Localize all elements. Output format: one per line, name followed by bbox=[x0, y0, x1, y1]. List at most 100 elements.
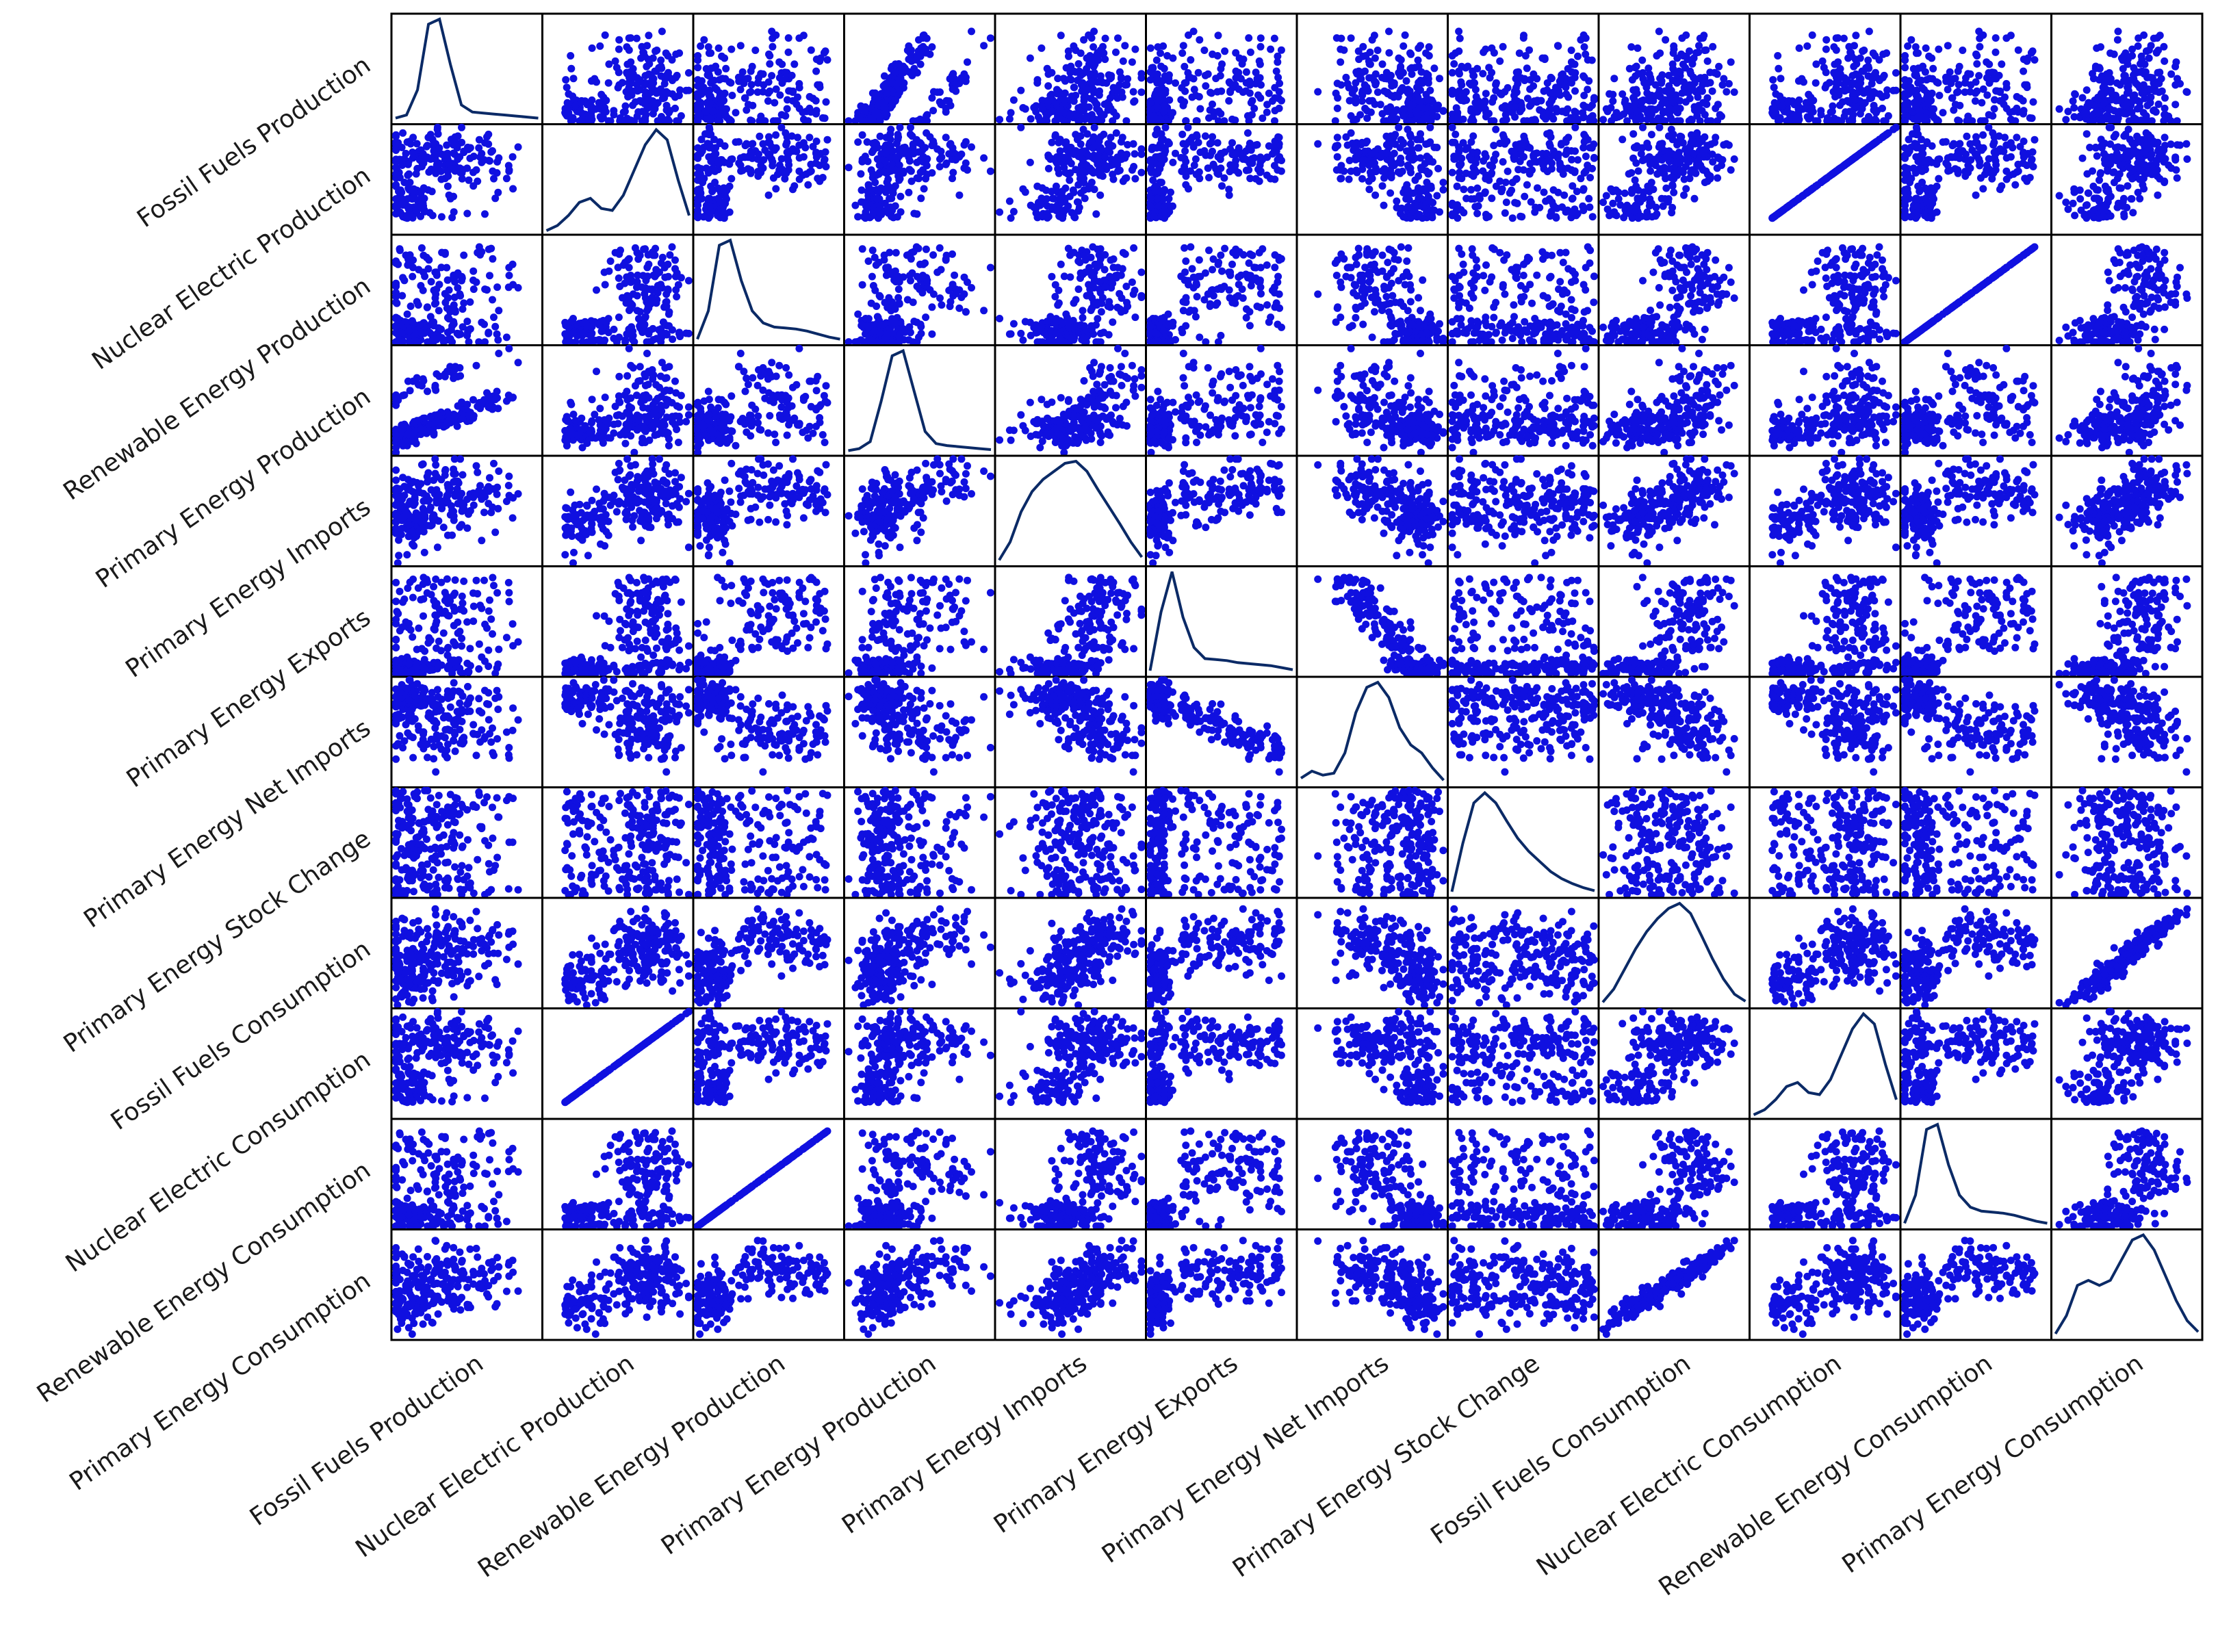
scatter-point bbox=[1619, 90, 1626, 98]
scatter-point bbox=[1784, 99, 1792, 107]
scatter-point bbox=[641, 114, 649, 122]
scatter-point bbox=[1627, 43, 1635, 51]
scatter-point bbox=[1922, 44, 1930, 52]
scatter-point bbox=[1154, 43, 1161, 51]
scatter-point bbox=[812, 110, 820, 118]
scatter-point bbox=[784, 96, 791, 103]
scatter-point bbox=[1571, 88, 1579, 95]
scatter-point bbox=[928, 43, 936, 51]
scatter-point bbox=[1669, 60, 1677, 68]
kde-curve-0 bbox=[396, 19, 539, 118]
scatter-point bbox=[1247, 49, 1254, 56]
scatter-point bbox=[1976, 43, 1983, 51]
scatter-point bbox=[757, 113, 764, 120]
scatter-point bbox=[567, 52, 574, 60]
scatter-point bbox=[1950, 106, 1957, 114]
scatter-point bbox=[1695, 42, 1703, 49]
scatter-point bbox=[1496, 57, 1504, 65]
scatter-point bbox=[1715, 63, 1723, 70]
scatter-point bbox=[1210, 113, 1217, 120]
scatter-point bbox=[605, 60, 612, 68]
scatter-point bbox=[1723, 88, 1730, 96]
scatter-point bbox=[2024, 83, 2031, 91]
scatter-point bbox=[1195, 69, 1202, 77]
scatter-point bbox=[1996, 72, 2003, 79]
scatter-point bbox=[1871, 52, 1879, 60]
scatter-point bbox=[1549, 115, 1557, 122]
scatter-point bbox=[776, 74, 784, 81]
scatter-point bbox=[1037, 44, 1045, 52]
scatter-panel-0-9 bbox=[1768, 27, 1900, 125]
scatter-point bbox=[1546, 100, 1553, 107]
scatter-point bbox=[2020, 110, 2027, 118]
scatter-point bbox=[1841, 113, 1848, 120]
scatter-point bbox=[1629, 86, 1637, 94]
scatter-point bbox=[627, 58, 634, 66]
scatter-point bbox=[980, 42, 988, 49]
scatter-point bbox=[1178, 84, 1185, 92]
scatter-point bbox=[1634, 114, 1642, 122]
scatter-point bbox=[1731, 88, 1738, 96]
scatter-point bbox=[996, 116, 1003, 123]
scatter-point bbox=[1369, 97, 1376, 105]
scatter-point bbox=[1727, 58, 1735, 66]
scatter-point bbox=[1415, 57, 1422, 64]
scatter-point bbox=[1243, 79, 1250, 87]
scatter-point bbox=[1417, 77, 1424, 84]
scatter-point bbox=[676, 86, 684, 94]
scatter-point bbox=[1864, 57, 1872, 64]
scatter-point bbox=[1107, 75, 1114, 83]
scatter-point bbox=[1147, 44, 1155, 52]
scatter-point bbox=[1581, 43, 1588, 51]
scatter-point bbox=[1701, 74, 1708, 81]
scatter-point bbox=[1775, 65, 1782, 73]
scatter-point bbox=[1962, 74, 1970, 81]
scatter-point bbox=[1097, 47, 1105, 54]
scatter-point bbox=[1949, 94, 1957, 102]
scatter-point bbox=[1369, 36, 1376, 44]
scatter-point bbox=[1121, 42, 1129, 49]
scatter-point bbox=[1462, 96, 1470, 104]
scatter-point bbox=[1137, 74, 1145, 81]
scatter-point bbox=[1039, 105, 1046, 113]
scatter-point bbox=[1670, 42, 1677, 50]
scatter-point bbox=[1822, 46, 1830, 53]
scatter-point bbox=[1334, 79, 1341, 87]
scatter-point bbox=[1901, 76, 1909, 83]
scatter-point bbox=[1430, 64, 1438, 72]
scatter-point bbox=[1334, 105, 1341, 112]
scatter-point bbox=[1208, 90, 1215, 97]
scatter-point bbox=[1086, 70, 1094, 78]
scatter-point bbox=[669, 90, 676, 98]
scatter-point bbox=[1455, 27, 1462, 35]
scatter-point bbox=[1147, 99, 1155, 107]
scatter-point bbox=[1259, 114, 1266, 122]
scatter-point bbox=[694, 52, 701, 60]
scatter-point bbox=[1833, 68, 1841, 76]
scatter-point bbox=[1187, 56, 1194, 64]
scatter-point bbox=[816, 83, 824, 91]
scatter-point bbox=[1649, 105, 1656, 113]
scatter-point bbox=[1048, 107, 1055, 115]
scatter-point bbox=[1998, 60, 2005, 68]
scatter-point bbox=[1973, 60, 1981, 68]
scatter-point bbox=[1509, 109, 1517, 116]
scatter-point bbox=[1584, 86, 1591, 93]
scatter-point bbox=[747, 68, 755, 75]
scatter-point bbox=[1395, 55, 1402, 62]
scatter-point bbox=[1075, 60, 1083, 68]
scatter-point bbox=[1883, 86, 1891, 94]
scatter-point bbox=[649, 74, 656, 81]
scatter-point bbox=[1832, 79, 1840, 87]
scatter-point bbox=[567, 65, 575, 73]
scatter-point bbox=[1842, 78, 1850, 86]
scatter-point bbox=[1256, 57, 1263, 65]
scatter-point bbox=[1196, 105, 1204, 113]
scatter-point bbox=[749, 102, 756, 109]
scatter-point bbox=[1411, 64, 1419, 71]
scatter-point bbox=[727, 46, 735, 53]
scatter-point bbox=[1777, 114, 1784, 122]
scatter-point bbox=[1245, 34, 1252, 42]
scatter-point bbox=[648, 81, 656, 88]
scatter-point bbox=[1961, 88, 1969, 96]
